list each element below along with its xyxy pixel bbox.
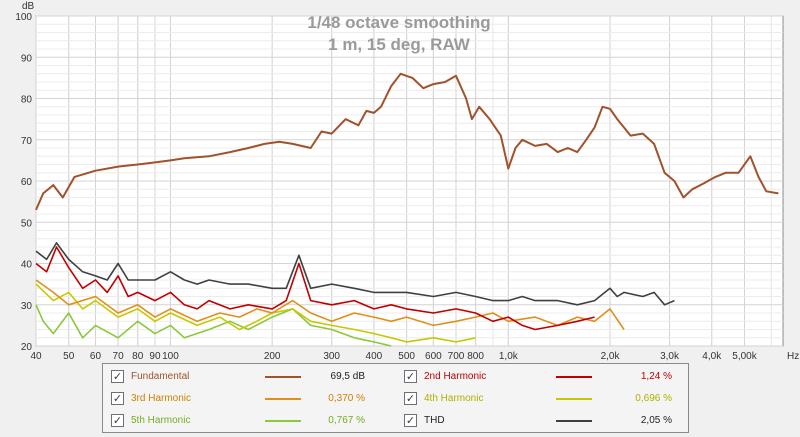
- tick-labels: 40 50 60 70 80 90 100 200 300 400 500 600 700 800 1,0k…: [15, 12, 757, 362]
- x-tick-label: 1,0k: [499, 351, 519, 362]
- series-layer: [35, 72, 779, 347]
- legend-row: ✓ 5th Harmonic 0,767 % ✓ THD 2,05 %: [103, 410, 688, 432]
- legend-label: 3rd Harmonic: [131, 393, 192, 404]
- legend-value: 0,767 %: [328, 415, 365, 426]
- grid: [35, 15, 783, 347]
- y-tick-label: 90: [21, 53, 33, 64]
- y-tick-label: 60: [21, 177, 33, 188]
- legend-swatch: [556, 376, 592, 378]
- chart: 40 50 60 70 80 90 100 200 300 400 500 600 700 800 1,0k…: [15, 1, 799, 362]
- legend: ✓ Fundamental 69,5 dB ✓ 2nd Harmonic 1,2…: [102, 363, 689, 433]
- x-tick-label: 200: [264, 351, 281, 362]
- series-line-thd: [35, 242, 675, 306]
- x-tick-label: 300: [323, 351, 340, 362]
- x-tick-label: 3,0k: [660, 351, 680, 362]
- legend-swatch: [265, 398, 301, 400]
- x-tick-label: 5,00k: [732, 351, 757, 362]
- thd-checkbox[interactable]: ✓: [404, 414, 417, 427]
- legend-label: THD: [424, 415, 445, 426]
- x-tick-label: 70: [113, 351, 125, 362]
- y-tick-label: 80: [21, 95, 33, 106]
- x-tick-label: 800: [467, 351, 484, 362]
- legend-swatch: [556, 420, 592, 422]
- legend-swatch: [265, 376, 301, 378]
- legend-item-3rd-harmonic: ✓ 3rd Harmonic 0,370 %: [103, 388, 393, 410]
- x-tick-label: 500: [398, 351, 415, 362]
- legend-value: 2,05 %: [640, 415, 672, 426]
- x-tick-label: 100: [162, 351, 179, 362]
- x-tick-label: 80: [132, 351, 144, 362]
- legend-swatch: [265, 420, 301, 422]
- legend-value: 0,696 %: [635, 393, 672, 404]
- 4th-harmonic-checkbox[interactable]: ✓: [404, 392, 417, 405]
- y-tick-label: 70: [21, 136, 33, 147]
- fundamental-checkbox[interactable]: ✓: [111, 370, 124, 383]
- legend-value: 0,370 %: [328, 393, 365, 404]
- 3rd-harmonic-checkbox[interactable]: ✓: [111, 392, 124, 405]
- series-line-4th-harmonic: [35, 283, 476, 343]
- legend-value: 69,5 dB: [330, 371, 365, 382]
- series-line-2nd-harmonic: [35, 246, 595, 331]
- x-tick-label: 2,0k: [601, 351, 621, 362]
- legend-swatch: [556, 398, 592, 400]
- legend-label: 5th Harmonic: [131, 415, 191, 426]
- x-tick-label: 700: [448, 351, 465, 362]
- x-tick-label: 90: [149, 351, 161, 362]
- legend-item-2nd-harmonic: ✓ 2nd Harmonic 1,24 %: [396, 366, 686, 388]
- x-tick-label: 60: [90, 351, 102, 362]
- x-tick-label: 400: [366, 351, 383, 362]
- y-tick-label: 40: [21, 260, 33, 271]
- legend-row: ✓ Fundamental 69,5 dB ✓ 2nd Harmonic 1,2…: [103, 366, 688, 388]
- 5th-harmonic-checkbox[interactable]: ✓: [111, 414, 124, 427]
- y-tick-label: 50: [21, 218, 33, 229]
- series-line-5th-harmonic: [35, 304, 392, 347]
- x-tick-label: 40: [30, 351, 42, 362]
- y-tick-label: 100: [15, 12, 32, 23]
- legend-label: Fundamental: [131, 371, 190, 382]
- series-line-fundamental: [35, 72, 779, 211]
- legend-label: 4th Harmonic: [424, 393, 484, 404]
- x-tick-label: 600: [425, 351, 442, 362]
- series-line-3rd-harmonic: [35, 279, 625, 330]
- y-axis-label: dB: [22, 1, 35, 12]
- legend-item-fundamental: ✓ Fundamental 69,5 dB: [103, 366, 393, 388]
- legend-label: 2nd Harmonic: [424, 371, 487, 382]
- legend-row: ✓ 3rd Harmonic 0,370 % ✓ 4th Harmonic 0,…: [103, 388, 688, 410]
- chart-subtitle: 1 m, 15 deg, RAW: [328, 35, 471, 54]
- y-tick-label: 30: [21, 301, 33, 312]
- x-axis-unit-label: Hz: [787, 351, 799, 362]
- legend-value: 1,24 %: [640, 371, 672, 382]
- legend-item-thd: ✓ THD 2,05 %: [396, 410, 686, 432]
- legend-item-5th-harmonic: ✓ 5th Harmonic 0,767 %: [103, 410, 393, 432]
- y-tick-label: 20: [21, 342, 33, 353]
- x-tick-label: 4,0k: [702, 351, 722, 362]
- legend-item-4th-harmonic: ✓ 4th Harmonic 0,696 %: [396, 388, 686, 410]
- 2nd-harmonic-checkbox[interactable]: ✓: [404, 370, 417, 383]
- x-tick-label: 50: [63, 351, 75, 362]
- chart-title: 1/48 octave smoothing: [307, 13, 490, 32]
